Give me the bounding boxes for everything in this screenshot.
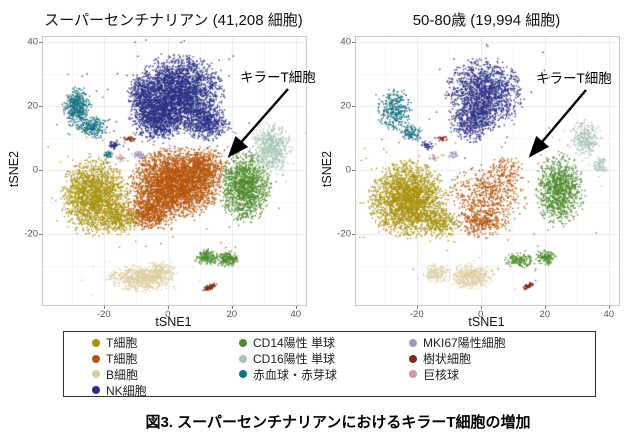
y-tick-mark [39,170,42,172]
x-tick-mark [608,306,610,309]
y-tick-mark [39,106,42,108]
legend-column-3: MKI67陽性細胞 樹状細胞 巨核球 [409,335,506,382]
legend-label: 巨核球 [423,368,460,382]
legend-label: MKI67陽性細胞 [423,336,506,351]
legend-item: CD16陽性 単球 [239,351,337,367]
right-killer-t-annotation: キラーT細胞 [536,71,612,86]
legend-label: T細胞 [106,352,138,367]
legend-label: 樹状細胞 [423,352,472,367]
left-scatter-canvas [43,37,306,305]
x-tick-label: 20 [539,309,551,320]
legend-item: T細胞 [92,351,147,367]
right-panel-title: 50-80歳 (19,994 細胞) [412,12,561,29]
legend-label: CD14陽性 単球 [253,336,336,351]
y-tick-label: 40 [340,36,351,48]
cd14-monocyte-dot-icon [239,338,247,347]
y-tick-mark [39,42,42,44]
dendritic-cell-dot-icon [409,354,417,363]
right-x-axis-label: tSNE1 [468,315,505,329]
y-tick-label: 20 [27,100,38,112]
y-tick-label: -20 [337,228,351,240]
y-tick-mark [352,234,355,236]
left-killer-t-annotation: キラーT細胞 [240,70,316,85]
mki67-cell-dot-icon [409,338,417,347]
legend-item: 巨核球 [409,367,506,383]
megakaryocyte-dot-icon [409,370,417,379]
x-tick-mark [231,306,233,309]
legend-item: B細胞 [92,367,147,383]
cd16-monocyte-dot-icon [239,354,247,363]
legend-item: 樹状細胞 [409,351,506,367]
right-tsne-plot: -20 0 20 40 40 20 0 -20 [337,36,620,320]
x-tick-label: 0 [165,309,171,320]
legend-item: NK細胞 [92,382,147,398]
killer-t-cell-dot-icon [92,354,100,363]
erythrocyte-dot-icon [239,370,247,379]
y-tick-label: 0 [32,164,38,176]
left-panel-title: スーパーセンチナリアン (41,208 細胞) [44,12,303,29]
legend-label: T細胞 [106,336,138,351]
legend-label: B細胞 [106,368,139,382]
right-scatter-canvas [356,37,619,305]
x-tick-mark [295,306,297,309]
y-tick-label: 20 [340,100,351,112]
legend-box: T細胞 T細胞 B細胞 NK細胞 CD14陽性 単球 CD16陽性 単 [63,331,596,398]
legend-label: 赤血球・赤芽球 [253,368,338,382]
legend-column-2: CD14陽性 単球 CD16陽性 単球 赤血球・赤芽球 [239,335,337,382]
x-tick-mark [103,306,105,309]
nk-cell-dot-icon [92,386,100,395]
x-tick-label: 40 [603,309,615,320]
x-tick-label: 40 [290,309,302,320]
y-tick-label: -20 [24,228,38,240]
x-tick-label: 20 [226,309,238,320]
legend-column-1: T細胞 T細胞 B細胞 NK細胞 [92,335,147,398]
x-tick-label: -20 [96,309,111,320]
x-tick-label: 0 [478,309,484,320]
left-x-axis-label: tSNE1 [155,315,192,329]
y-tick-mark [352,42,355,44]
x-tick-mark [544,306,546,309]
legend-item: T細胞 [92,335,147,351]
y-tick-mark [39,234,42,236]
legend-label: NK細胞 [106,383,147,398]
y-tick-mark [352,170,355,172]
y-tick-mark [352,106,355,108]
y-tick-label: 0 [345,164,351,176]
left-y-axis-label: tSNE2 [7,150,21,188]
x-tick-mark [167,306,169,309]
legend-item: 赤血球・赤芽球 [239,367,337,383]
x-tick-mark [480,306,482,309]
legend-item: CD14陽性 単球 [239,335,337,351]
t-cell-dot-icon [92,338,100,347]
legend-item: MKI67陽性細胞 [409,335,506,351]
left-tsne-plot: -20 0 20 40 40 20 0 -20 [24,36,307,320]
x-tick-label: -20 [409,309,424,320]
right-y-axis-label: tSNE2 [320,150,334,188]
y-tick-label: 40 [27,36,38,48]
figure-caption: 図3. スーパーセンチナリアンにおけるキラーT細胞の増加 [145,414,531,431]
b-cell-dot-icon [92,370,100,379]
x-tick-mark [416,306,418,309]
legend-label: CD16陽性 単球 [253,352,336,367]
